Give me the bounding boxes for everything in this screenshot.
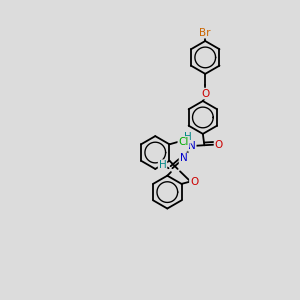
Text: O: O — [214, 140, 223, 150]
Text: O: O — [190, 176, 198, 187]
Text: O: O — [201, 88, 209, 99]
Text: N: N — [180, 153, 187, 164]
Text: H: H — [184, 133, 192, 142]
Text: Cl: Cl — [178, 137, 189, 147]
Text: N: N — [188, 141, 196, 151]
Text: Br: Br — [200, 28, 211, 38]
Text: H: H — [159, 160, 167, 170]
